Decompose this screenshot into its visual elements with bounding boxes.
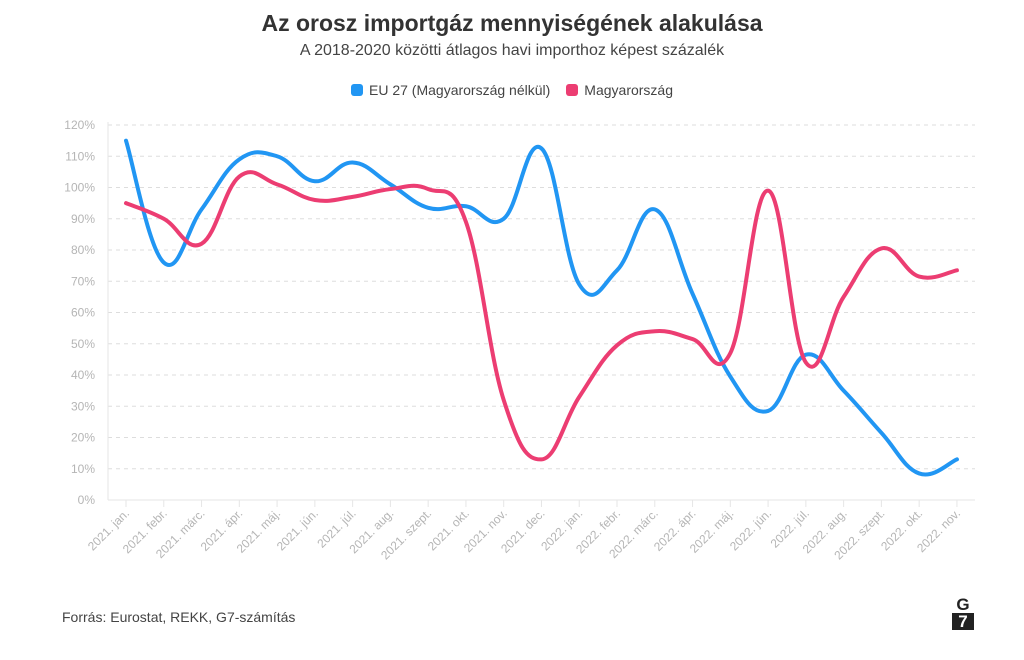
y-tick-label: 10% (71, 462, 95, 476)
y-tick-label: 100% (64, 181, 95, 195)
y-tick-label: 90% (71, 212, 95, 226)
x-tick-label: 2021. jún. (274, 506, 321, 553)
legend-item-hungary[interactable]: Magyarország (566, 82, 673, 98)
y-tick-label: 30% (71, 399, 95, 413)
g7-logo: G 7 (952, 596, 974, 630)
series-line-hungary (124, 170, 959, 462)
chart-title: Az orosz importgáz mennyiségének alakulá… (261, 10, 763, 36)
y-tick-label: 70% (71, 274, 95, 288)
y-tick-label: 40% (71, 368, 95, 382)
y-tick-label: 60% (71, 306, 95, 320)
y-tick-label: 0% (78, 493, 96, 507)
source-note: Forrás: Eurostat, REKK, G7-számítás (62, 609, 296, 625)
chart-subtitle: A 2018-2020 közötti átlagos havi importh… (299, 42, 725, 59)
x-tick-label: 2022. jún. (727, 506, 774, 553)
legend-swatch-eu27 (351, 84, 363, 96)
legend-swatch-hungary (566, 84, 579, 96)
y-tick-label: 50% (71, 337, 95, 351)
legend-label-eu27: EU 27 (Magyarország nélkül) (369, 82, 551, 98)
y-tick-label: 80% (71, 243, 95, 257)
legend-item-eu27[interactable]: EU 27 (Magyarország nélkül) (351, 82, 550, 98)
logo-7: 7 (952, 613, 974, 630)
logo-g: G (956, 595, 970, 614)
y-tick-label: 110% (65, 149, 95, 163)
legend: EU 27 (Magyarország nélkül) Magyarország (0, 82, 1024, 98)
y-tick-label: 20% (71, 431, 95, 445)
y-tick-label: 120% (64, 118, 95, 132)
legend-label-hungary: Magyarország (584, 82, 673, 98)
series-line-eu27 (124, 138, 959, 477)
